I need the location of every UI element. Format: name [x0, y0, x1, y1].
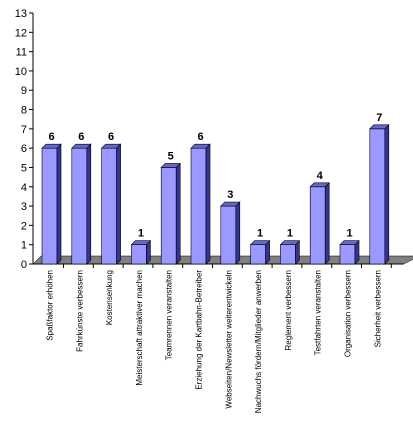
bar-top	[160, 163, 181, 168]
bar-side	[235, 201, 241, 265]
category-label: Fahrkünste verbessern	[75, 270, 84, 352]
y-tick-label: 5	[21, 162, 27, 174]
y-tick-label: 2	[21, 220, 27, 232]
data-label: 1	[346, 228, 352, 240]
bar-side	[175, 162, 181, 265]
bar	[309, 186, 326, 265]
category-label: Webseiten/Newsletter weiterentwickeln	[224, 270, 233, 409]
bar-top	[309, 182, 330, 188]
data-label: 6	[48, 131, 54, 143]
category-label: Kostensenkung	[105, 270, 114, 325]
bar-side	[205, 143, 211, 265]
bar-top	[71, 143, 92, 149]
y-tick-label: 1	[21, 240, 27, 252]
data-label: 7	[376, 112, 382, 124]
category-label: Nachwuchs fördern/Mitglieder anwerben	[254, 270, 263, 413]
y-tick-label: 8	[21, 105, 27, 117]
y-tick-label: 13	[15, 8, 27, 20]
bar-side	[86, 143, 92, 265]
data-label: 6	[197, 131, 203, 143]
y-tick-label: 0	[21, 259, 27, 271]
bar-top	[100, 143, 122, 149]
y-tick-label: 4	[21, 182, 27, 194]
bar	[190, 147, 207, 265]
y-tick-label: 10	[15, 66, 27, 78]
data-label: 6	[108, 131, 114, 143]
data-label: 3	[227, 189, 233, 201]
category-label: Erziehung der Kartbahn-Betreiber	[195, 270, 204, 390]
y-tick-label: 12	[15, 27, 27, 39]
bar	[41, 147, 58, 265]
bar-top	[130, 240, 152, 245]
bar	[369, 128, 386, 265]
bar	[101, 147, 117, 265]
bar-top	[41, 143, 62, 149]
bar-top	[190, 143, 211, 149]
category-label: Sicherheit verbessern	[373, 270, 382, 347]
bar	[220, 205, 237, 265]
data-label: 1	[138, 228, 144, 240]
bar-top	[279, 240, 301, 245]
bar	[280, 244, 296, 265]
category-label: Teamrennen veranstalten	[165, 270, 174, 360]
y-tick-label: 6	[21, 143, 27, 155]
data-label: 5	[168, 150, 174, 162]
bar	[71, 147, 88, 265]
bar-top	[339, 240, 360, 245]
category-label: Reglement verbessern	[284, 270, 293, 350]
bar-side	[116, 143, 121, 265]
category-label: Organisation verbessern	[344, 270, 353, 357]
bar-side	[324, 182, 330, 265]
y-tick-label: 3	[21, 201, 27, 213]
bar-side	[56, 143, 62, 265]
bar	[160, 167, 177, 265]
category-label: Testfahrten veranstalten	[314, 270, 323, 355]
bar-top	[220, 201, 241, 207]
data-label: 1	[257, 228, 263, 240]
bar-top	[249, 240, 271, 245]
bar-side	[384, 124, 390, 265]
y-tick-label: 9	[21, 85, 27, 97]
y-tick-label: 7	[21, 124, 27, 136]
bar	[250, 244, 266, 265]
bar	[339, 244, 356, 265]
bar-top	[369, 124, 390, 130]
data-label: 4	[317, 170, 324, 182]
y-tick-label: 11	[16, 47, 27, 59]
category-label: Spaßfaktor erhöhen	[46, 270, 55, 341]
bar	[131, 244, 147, 265]
category-label: Meisterschaft attraktiver machen	[135, 270, 144, 386]
data-label: 6	[78, 131, 84, 143]
data-label: 1	[287, 228, 293, 240]
